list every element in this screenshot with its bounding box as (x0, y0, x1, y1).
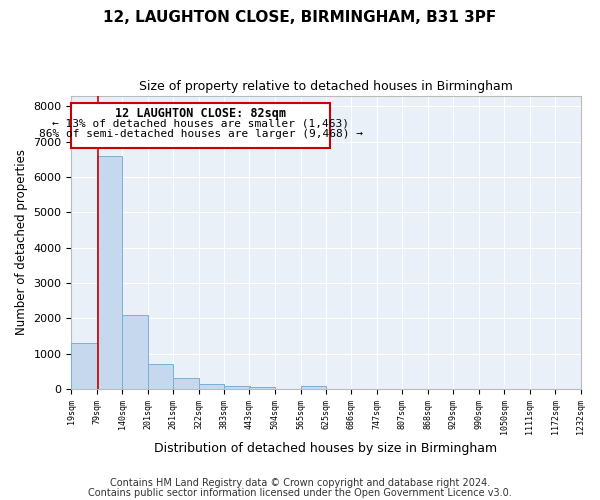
Bar (122, 314, 148, 389)
Text: Contains HM Land Registry data © Crown copyright and database right 2024.: Contains HM Land Registry data © Crown c… (110, 478, 490, 488)
Text: ← 13% of detached houses are smaller (1,463): ← 13% of detached houses are smaller (1,… (52, 118, 349, 128)
Bar (173, 378, 199, 389)
Bar (148, 364, 173, 389)
Y-axis label: Number of detached properties: Number of detached properties (15, 149, 28, 335)
Bar (301, 386, 326, 389)
Bar (71, 343, 97, 389)
Bar (97, 156, 122, 389)
X-axis label: Distribution of detached houses by size in Birmingham: Distribution of detached houses by size … (154, 442, 497, 455)
Title: Size of property relative to detached houses in Birmingham: Size of property relative to detached ho… (139, 80, 513, 93)
Bar (224, 386, 250, 389)
Text: 12, LAUGHTON CLOSE, BIRMINGHAM, B31 3PF: 12, LAUGHTON CLOSE, BIRMINGHAM, B31 3PF (103, 10, 497, 25)
Text: 86% of semi-detached houses are larger (9,468) →: 86% of semi-detached houses are larger (… (38, 130, 362, 140)
Bar (199, 384, 224, 389)
Text: Contains public sector information licensed under the Open Government Licence v3: Contains public sector information licen… (88, 488, 512, 498)
Text: 12 LAUGHTON CLOSE: 82sqm: 12 LAUGHTON CLOSE: 82sqm (115, 107, 286, 120)
FancyBboxPatch shape (71, 102, 330, 148)
Bar (250, 387, 275, 389)
